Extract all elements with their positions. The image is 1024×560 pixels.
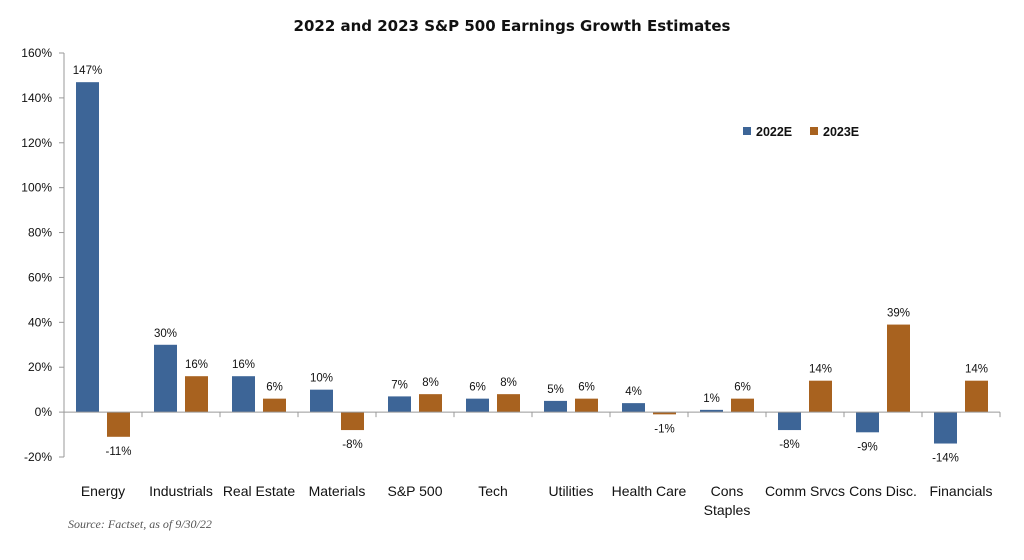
- data-label: 14%: [809, 364, 832, 376]
- data-label: -14%: [932, 453, 959, 465]
- data-label: 16%: [185, 359, 208, 371]
- bar-2023E-cons-staples: [731, 398, 754, 413]
- y-tick-label: -20%: [24, 450, 52, 464]
- legend-label: 2022E: [756, 125, 792, 139]
- bar-2022E-tech: [466, 398, 489, 413]
- y-tick-label: 40%: [28, 315, 52, 329]
- data-label: 6%: [469, 382, 486, 394]
- data-label: 16%: [232, 359, 255, 371]
- data-label: 6%: [734, 382, 751, 394]
- bar-2022E-utilities: [544, 400, 567, 413]
- source-note: Source: Factset, as of 9/30/22: [68, 517, 212, 531]
- x-category-label: Health Care: [612, 483, 687, 499]
- data-label: -11%: [106, 446, 132, 458]
- chart-title: 2022 and 2023 S&P 500 Earnings Growth Es…: [294, 17, 731, 35]
- x-category-label: Energy: [81, 483, 125, 499]
- bar-2022E-cons-staples: [700, 409, 723, 413]
- bar-2023E-tech: [497, 394, 520, 413]
- data-label: 6%: [266, 382, 283, 394]
- bar-2022E-financials: [934, 412, 957, 444]
- legend: 2022E 2023E: [743, 125, 859, 139]
- x-category-label: Utilities: [548, 483, 593, 499]
- y-tick-label: 120%: [21, 136, 52, 150]
- x-category-label: Cons: [711, 483, 744, 499]
- y-tick-label: 60%: [28, 270, 52, 284]
- y-tick-label: 140%: [21, 91, 52, 105]
- data-label: -1%: [654, 423, 674, 435]
- y-tick-label: 0%: [35, 405, 53, 419]
- data-label: 10%: [310, 373, 333, 385]
- bar-2023E-s-p-500: [419, 394, 442, 413]
- data-label: -8%: [342, 439, 362, 451]
- data-label: 7%: [391, 379, 408, 391]
- x-category-label: Tech: [478, 483, 508, 499]
- y-tick-label: 20%: [28, 360, 52, 374]
- bar-2023E-health-care: [653, 412, 676, 415]
- data-label: 8%: [422, 377, 439, 389]
- data-label: 1%: [703, 393, 720, 405]
- y-tick-label: 80%: [28, 226, 52, 240]
- data-label: 14%: [965, 364, 988, 376]
- y-axis: -20% 0% 20% 40% 60% 80% 100% 120% 140% 160%: [21, 46, 65, 464]
- x-axis: Energy Industrials Real Estate Materials S&P…: [64, 411, 1001, 518]
- data-label: 6%: [578, 382, 595, 394]
- x-category-label: Industrials: [149, 483, 213, 499]
- bar-2022E-s-p-500: [388, 396, 411, 413]
- x-category-label: S&P 500: [387, 483, 442, 499]
- legend-label: 2023E: [823, 125, 859, 139]
- bar-2022E-energy: [76, 82, 99, 413]
- bar-2023E-financials: [965, 380, 988, 413]
- x-category-label: Cons Disc.: [849, 483, 917, 499]
- bars: [76, 82, 988, 444]
- data-label: 5%: [547, 384, 564, 396]
- bar-2022E-real-estate: [232, 376, 255, 413]
- y-tick-label: 160%: [21, 46, 52, 60]
- bar-2022E-comm-srvcs: [778, 412, 801, 431]
- data-label: 39%: [887, 308, 910, 320]
- bar-2023E-energy: [107, 412, 130, 437]
- bar-2023E-utilities: [575, 398, 598, 413]
- bar-2022E-cons-disc-: [856, 412, 879, 433]
- data-label: 30%: [154, 328, 177, 340]
- bar-2023E-real-estate: [263, 398, 286, 413]
- bar-2023E-cons-disc-: [887, 324, 910, 413]
- x-category-label: Real Estate: [223, 483, 296, 499]
- data-label: 8%: [500, 377, 517, 389]
- bar-2023E-materials: [341, 412, 364, 431]
- legend-swatch: [743, 127, 751, 135]
- x-category-label: Materials: [309, 483, 366, 499]
- bar-2023E-comm-srvcs: [809, 380, 832, 413]
- data-label: -9%: [857, 441, 877, 453]
- x-category-label: Financials: [929, 483, 992, 499]
- y-tick-label: 100%: [21, 181, 52, 195]
- data-label: -8%: [779, 439, 799, 451]
- data-label: 147%: [73, 65, 102, 77]
- legend-swatch: [810, 127, 818, 135]
- bar-2022E-industrials: [154, 344, 177, 413]
- bar-2022E-health-care: [622, 403, 645, 413]
- data-labels: 147% -11% 30% 16% 16% 6% 10% -8% 7% 8% 6% 8% 5% 6% 4% -…: [73, 65, 988, 464]
- x-category-label: Comm Srvcs: [765, 483, 845, 499]
- x-category-label: Staples: [704, 502, 751, 518]
- bar-2022E-materials: [310, 389, 333, 413]
- bar-2023E-industrials: [185, 376, 208, 413]
- data-label: 4%: [625, 386, 642, 398]
